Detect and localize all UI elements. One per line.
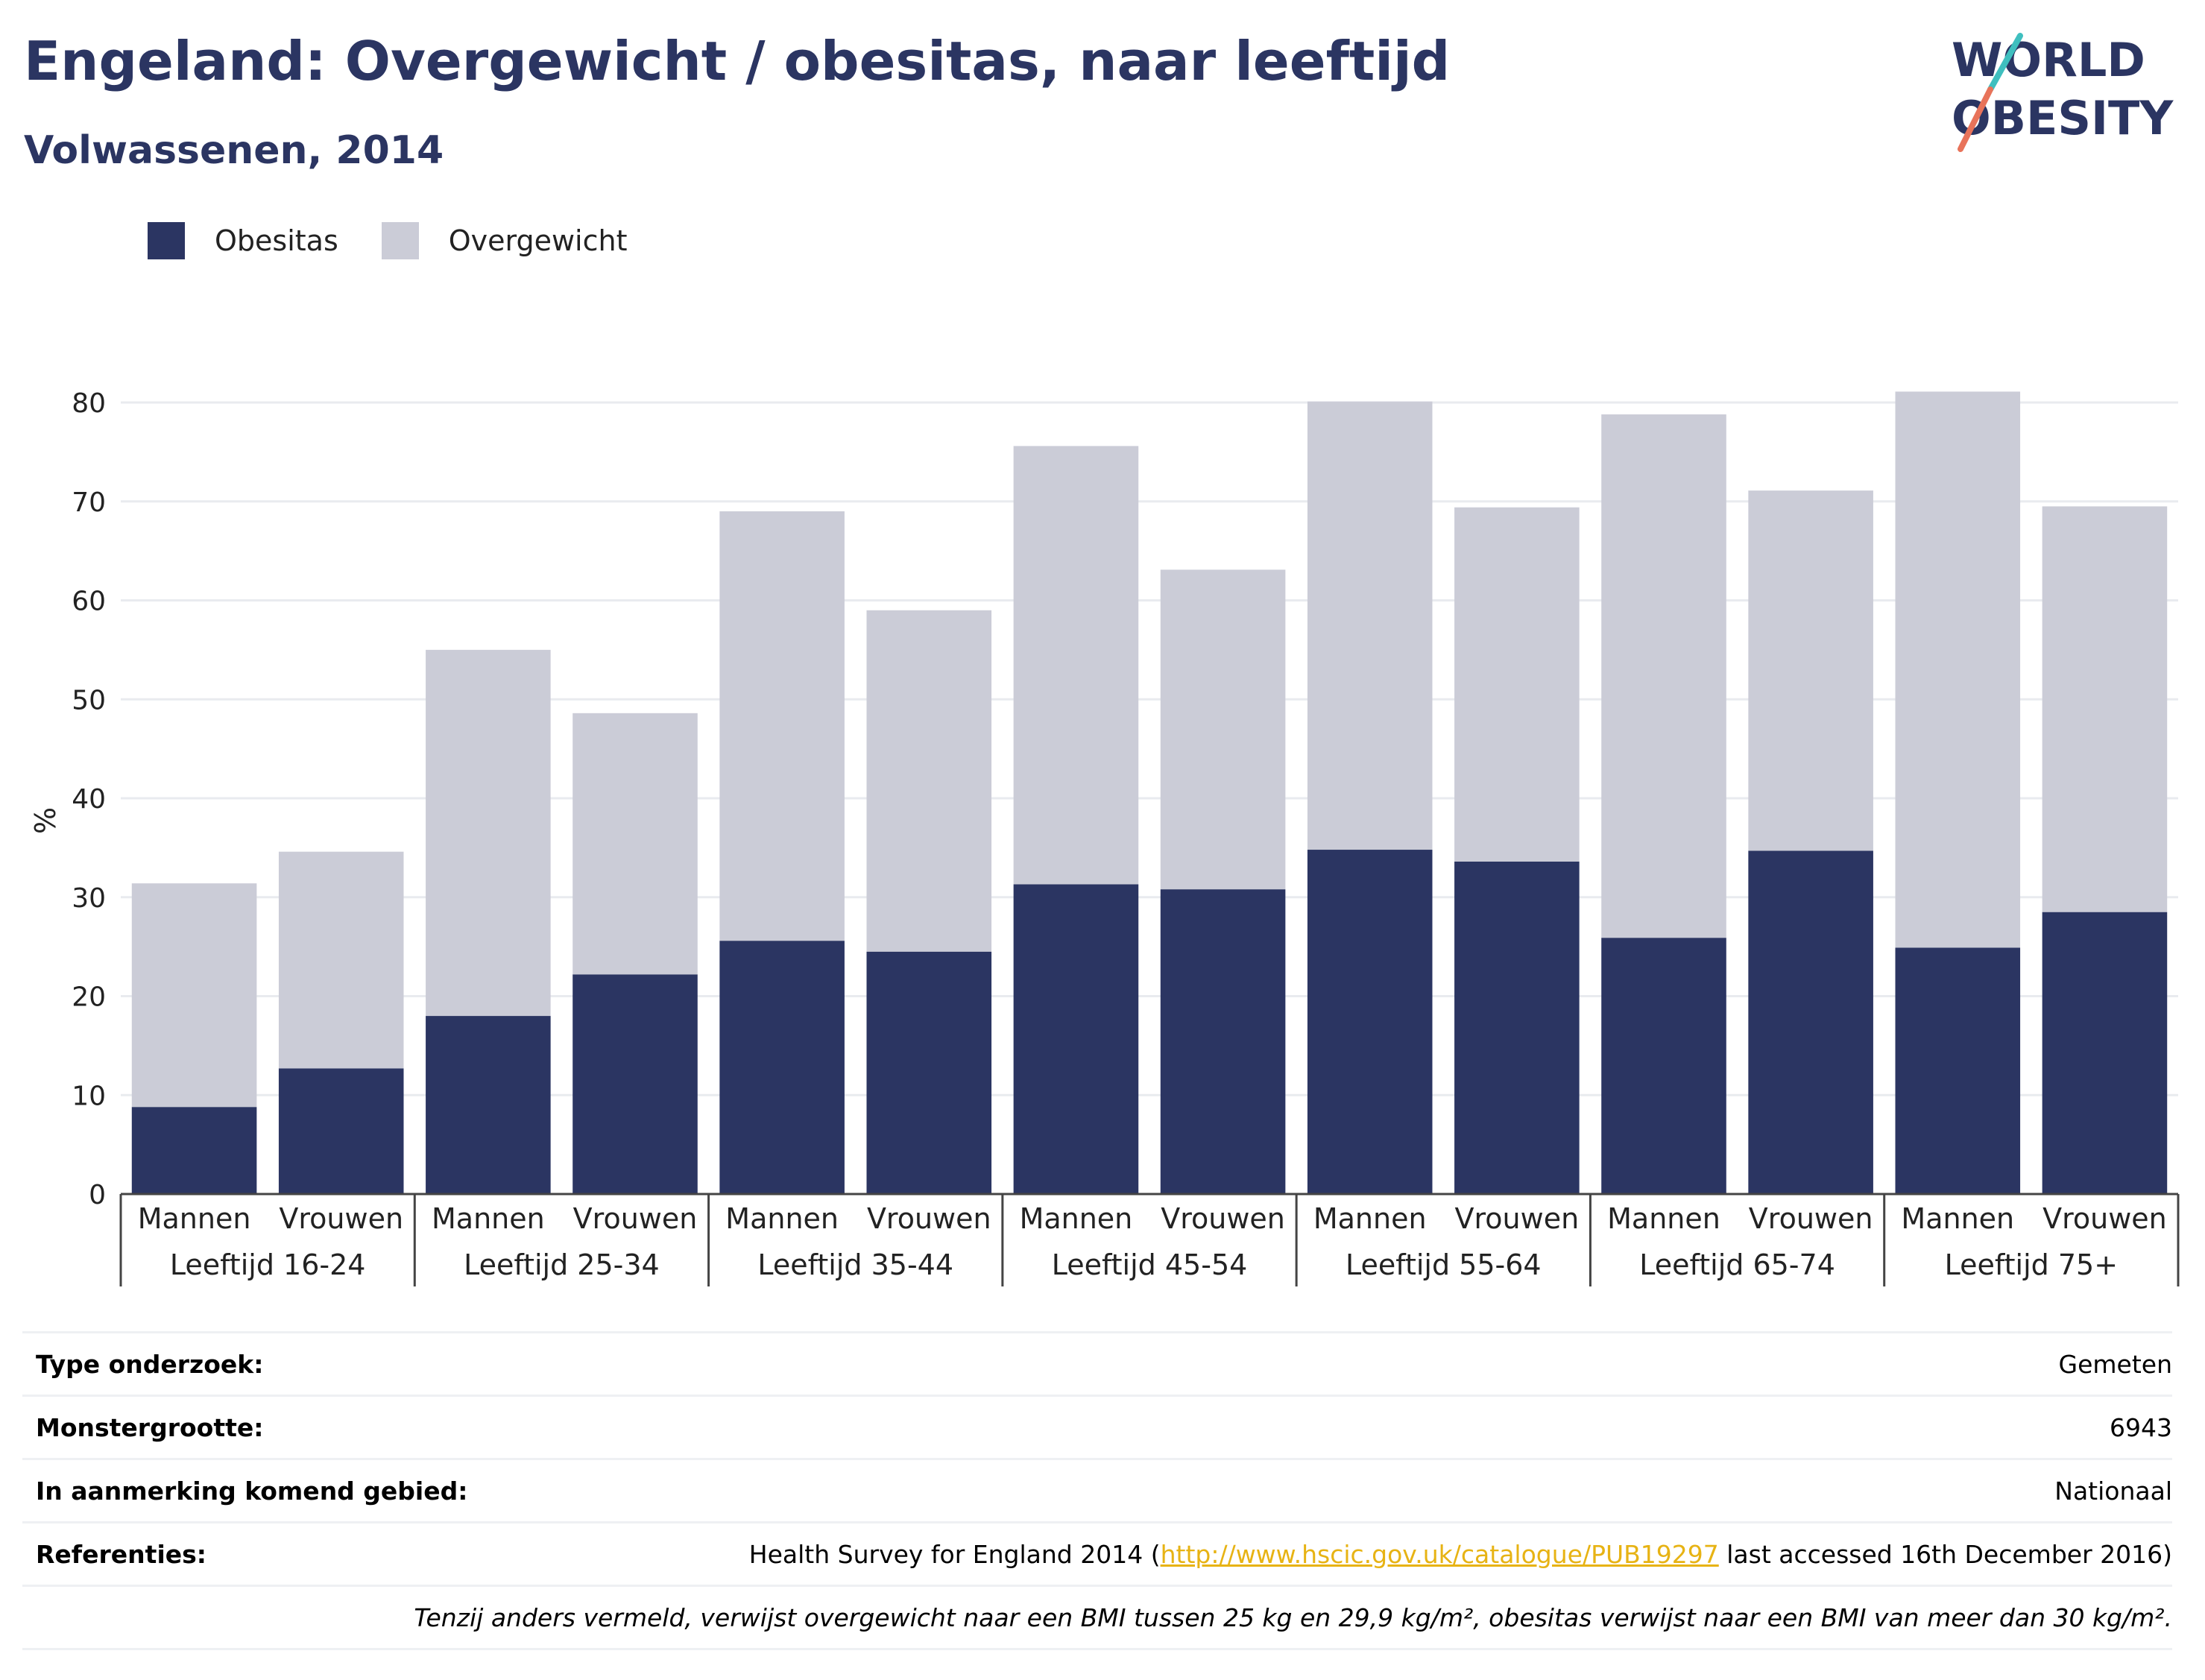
info-label-sample: Monstergrootte: — [36, 1412, 264, 1442]
chart-legend: Obesitas Overgewicht — [148, 222, 671, 259]
bar-overgewicht — [131, 883, 257, 1108]
legend-swatch-obesitas — [148, 222, 185, 259]
info-value-area: Nationaal — [2054, 1476, 2172, 1506]
bar-obesitas — [1160, 889, 1286, 1194]
bar-obesitas — [1748, 850, 1873, 1194]
info-label-type: Type onderzoek: — [36, 1349, 264, 1379]
info-value-type: Gemeten — [2058, 1349, 2172, 1379]
group-label: Leeftijd 16-24 — [170, 1248, 366, 1281]
x-tick-label: Mannen — [725, 1202, 839, 1235]
world-obesity-logo: WORLD OBESITY — [1952, 33, 2174, 152]
info-value-sample: 6943 — [2110, 1412, 2172, 1442]
y-tick-label: 30 — [72, 883, 106, 914]
bar-overgewicht — [1013, 446, 1139, 885]
bar-overgewicht — [2042, 506, 2168, 912]
bar-overgewicht — [1895, 391, 2021, 948]
y-tick-label: 40 — [72, 784, 106, 815]
reference-link[interactable]: http://www.hscic.gov.uk/catalogue/PUB192… — [1160, 1539, 1719, 1569]
bar-obesitas — [1307, 850, 1433, 1194]
x-tick-label: Mannen — [1607, 1202, 1720, 1235]
legend-label-overgewicht: Overgewicht — [448, 224, 628, 257]
bar-obesitas — [1454, 861, 1580, 1194]
info-row-references: Referenties: Health Survey for England 2… — [22, 1521, 2172, 1585]
legend-label-obesitas: Obesitas — [215, 224, 338, 257]
svg-text:OBESITY: OBESITY — [1952, 91, 2174, 145]
bar-overgewicht — [1160, 569, 1286, 890]
y-tick-label: 80 — [72, 388, 106, 419]
x-tick-label: Mannen — [432, 1202, 545, 1235]
bar-obesitas — [1013, 884, 1139, 1194]
x-tick-label: Vrouwen — [1455, 1202, 1580, 1235]
svg-text:WORLD: WORLD — [1952, 33, 2145, 87]
bar-obesitas — [131, 1107, 257, 1194]
group-label: Leeftijd 55-64 — [1346, 1248, 1542, 1281]
x-tick-label: Vrouwen — [2042, 1202, 2167, 1235]
y-tick-label: 50 — [72, 685, 106, 716]
legend-item-obesitas: Obesitas — [148, 222, 338, 259]
page-subtitle: Volwassenen, 2014 — [24, 128, 444, 173]
group-label: Leeftijd 75+ — [1945, 1248, 2118, 1281]
bar-overgewicht — [572, 713, 698, 975]
group-label: Leeftijd 35-44 — [757, 1248, 953, 1281]
bar-obesitas — [426, 1016, 551, 1194]
page-title: Engeland: Overgewicht / obesitas, naar l… — [24, 30, 1451, 92]
group-label: Leeftijd 65-74 — [1639, 1248, 1835, 1281]
group-label: Leeftijd 45-54 — [1052, 1248, 1248, 1281]
bar-overgewicht — [1454, 507, 1580, 862]
bar-obesitas — [572, 974, 698, 1194]
info-table: Type onderzoek: Gemeten Monstergrootte: … — [22, 1331, 2172, 1650]
info-row-type: Type onderzoek: Gemeten — [22, 1331, 2172, 1395]
info-value-references: Health Survey for England 2014 (http://w… — [749, 1540, 2172, 1569]
info-label-area: In aanmerking komend gebied: — [36, 1476, 468, 1506]
bar-overgewicht — [426, 649, 551, 1017]
x-tick-label: Vrouwen — [1161, 1202, 1285, 1235]
bar-overgewicht — [278, 851, 404, 1069]
stacked-bar-chart: 0 10 20 30 40 50 60 70 80% Mannen Vrouwen Mannen Vro… — [29, 388, 2180, 1286]
x-tick-label: Vrouwen — [867, 1202, 991, 1235]
bar-overgewicht — [1307, 401, 1433, 850]
bar-overgewicht — [719, 511, 845, 941]
bar-obesitas — [719, 941, 845, 1194]
legend-swatch-overgewicht — [381, 222, 419, 259]
bar-overgewicht — [1601, 414, 1726, 938]
bar-obesitas — [1601, 938, 1726, 1194]
y-tick-label: 10 — [72, 1081, 106, 1111]
bar-obesitas — [278, 1068, 404, 1194]
x-tick-label: Mannen — [138, 1202, 251, 1235]
legend-item-overgewicht: Overgewicht — [381, 222, 628, 259]
bar-overgewicht — [866, 610, 992, 952]
x-tick-label: Vrouwen — [1749, 1202, 1873, 1235]
bar-overgewicht — [1748, 490, 1873, 851]
y-tick-label: 20 — [72, 982, 106, 1013]
y-axis-label: % — [29, 807, 62, 834]
group-label: Leeftijd 25-34 — [464, 1248, 660, 1281]
definition-note: Tenzij anders vermeld, verwijst overgewi… — [414, 1602, 2172, 1632]
info-row-area: In aanmerking komend gebied: Nationaal — [22, 1458, 2172, 1521]
y-tick-label: 0 — [89, 1180, 106, 1210]
reference-suffix: last accessed 16th December 2016) — [1718, 1539, 2172, 1569]
bar-obesitas — [1895, 947, 2021, 1194]
bar-obesitas — [866, 951, 992, 1194]
info-row-note: Tenzij anders vermeld, verwijst overgewi… — [22, 1585, 2172, 1650]
reference-text: Health Survey for England 2014 ( — [748, 1539, 1161, 1569]
info-label-references: Referenties: — [36, 1539, 206, 1569]
x-tick-label: Mannen — [1313, 1202, 1427, 1235]
x-tick-label: Vrouwen — [573, 1202, 698, 1235]
x-tick-label: Mannen — [1020, 1202, 1133, 1235]
bar-obesitas — [2042, 912, 2168, 1194]
x-tick-label: Vrouwen — [279, 1202, 403, 1235]
y-tick-label: 60 — [72, 587, 106, 617]
y-tick-label: 70 — [72, 487, 106, 518]
info-row-sample: Monstergrootte: 6943 — [22, 1395, 2172, 1458]
x-tick-label: Mannen — [1901, 1202, 2014, 1235]
